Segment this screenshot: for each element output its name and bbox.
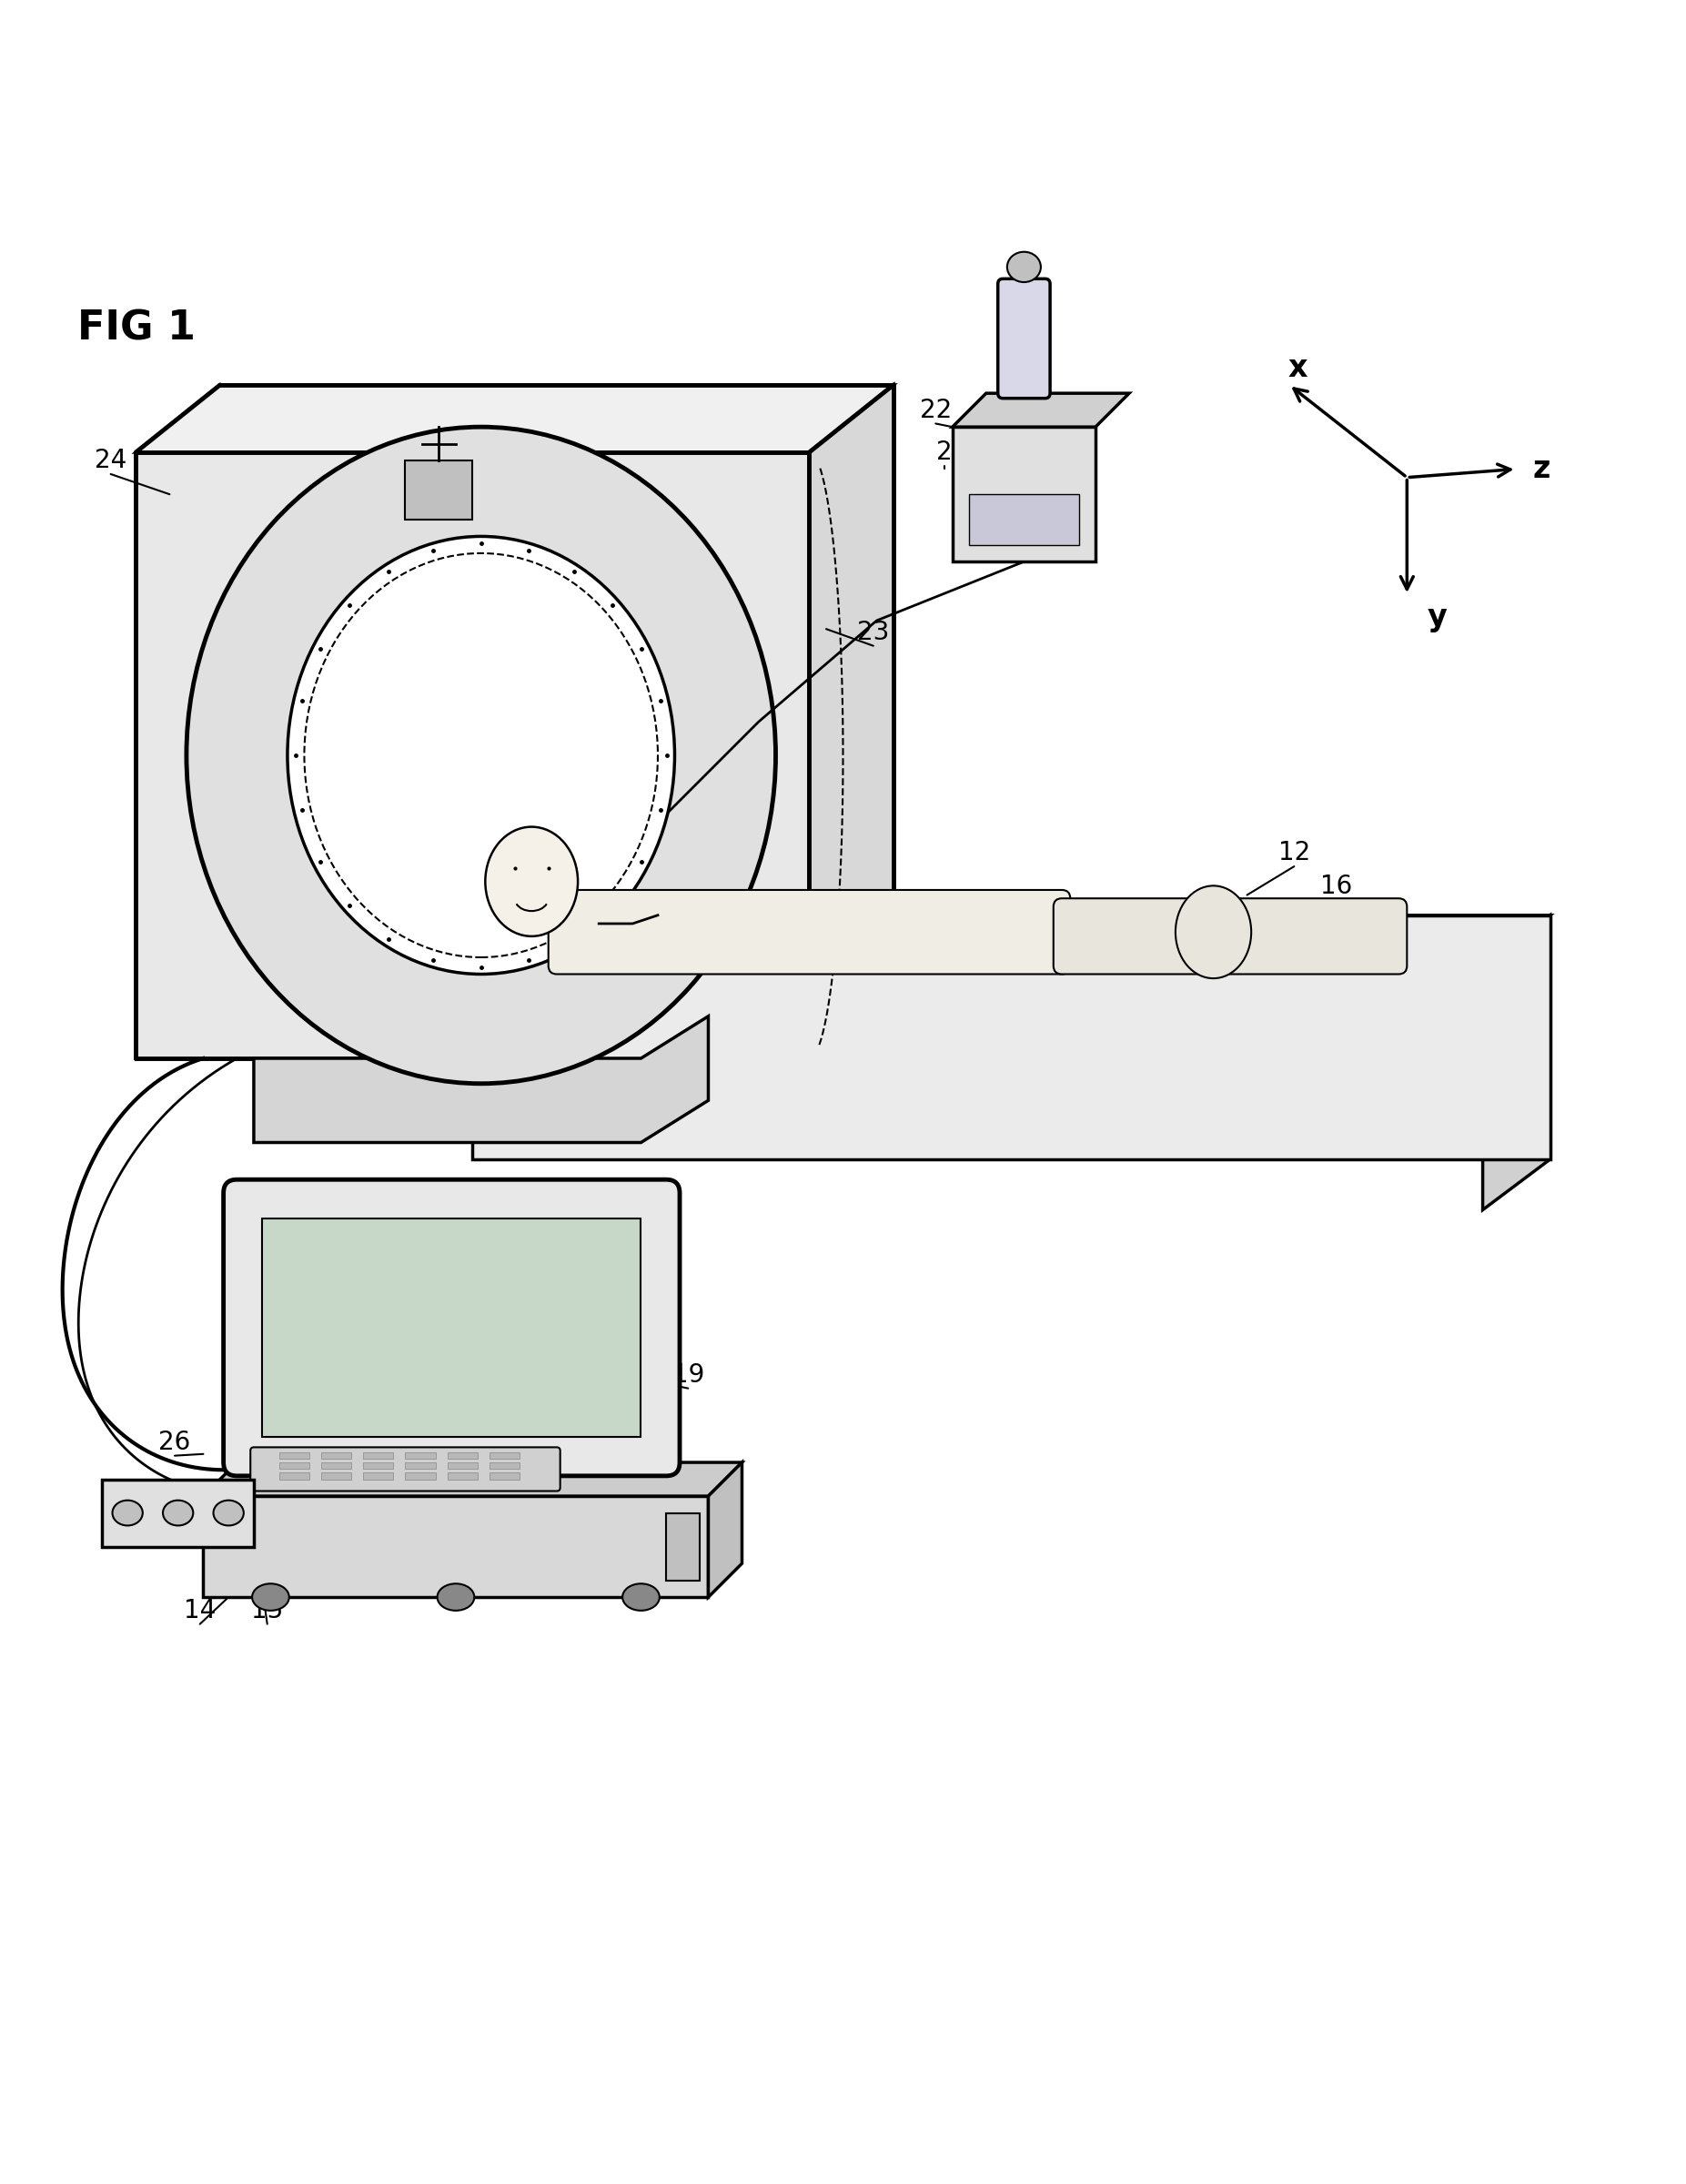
- Text: 18: 18: [622, 1538, 654, 1564]
- Ellipse shape: [622, 1583, 659, 1610]
- Polygon shape: [809, 384, 894, 1059]
- Text: 24: 24: [94, 448, 126, 474]
- Text: 15: 15: [251, 1599, 283, 1623]
- FancyBboxPatch shape: [280, 1452, 309, 1459]
- FancyBboxPatch shape: [447, 1472, 477, 1479]
- Text: 16: 16: [1320, 874, 1352, 900]
- FancyBboxPatch shape: [251, 1448, 560, 1492]
- FancyBboxPatch shape: [224, 1179, 679, 1476]
- Text: 19: 19: [673, 1363, 705, 1387]
- Polygon shape: [1482, 915, 1549, 1210]
- FancyBboxPatch shape: [280, 1472, 309, 1479]
- FancyBboxPatch shape: [320, 1472, 351, 1479]
- Ellipse shape: [187, 426, 776, 1083]
- FancyBboxPatch shape: [447, 1452, 477, 1459]
- FancyBboxPatch shape: [489, 1472, 519, 1479]
- Text: 4: 4: [378, 919, 393, 946]
- FancyBboxPatch shape: [405, 1472, 435, 1479]
- Polygon shape: [472, 915, 1549, 1160]
- FancyBboxPatch shape: [489, 1452, 519, 1459]
- FancyBboxPatch shape: [405, 461, 472, 520]
- Polygon shape: [438, 915, 1549, 965]
- Polygon shape: [204, 1463, 742, 1496]
- Ellipse shape: [486, 828, 578, 937]
- FancyBboxPatch shape: [447, 1463, 477, 1470]
- Text: 12: 12: [1278, 841, 1310, 865]
- FancyBboxPatch shape: [998, 280, 1050, 397]
- Text: 17: 17: [234, 756, 266, 782]
- FancyBboxPatch shape: [548, 889, 1071, 974]
- Text: 13: 13: [116, 1514, 148, 1540]
- FancyBboxPatch shape: [405, 1463, 435, 1470]
- Ellipse shape: [287, 537, 674, 974]
- Text: FIG 1: FIG 1: [78, 310, 196, 347]
- FancyBboxPatch shape: [362, 1452, 393, 1459]
- Polygon shape: [953, 393, 1130, 426]
- Ellipse shape: [437, 1583, 474, 1610]
- FancyBboxPatch shape: [953, 426, 1096, 561]
- Ellipse shape: [214, 1500, 244, 1527]
- Text: 5: 5: [595, 644, 612, 670]
- FancyBboxPatch shape: [320, 1463, 351, 1470]
- FancyBboxPatch shape: [320, 1452, 351, 1459]
- Text: 2: 2: [936, 439, 953, 465]
- Text: 21: 21: [991, 452, 1023, 478]
- Text: 25: 25: [639, 1481, 671, 1505]
- FancyBboxPatch shape: [362, 1472, 393, 1479]
- Ellipse shape: [253, 1583, 288, 1610]
- FancyBboxPatch shape: [280, 1463, 309, 1470]
- FancyBboxPatch shape: [489, 1463, 519, 1470]
- Polygon shape: [255, 1016, 708, 1142]
- FancyBboxPatch shape: [362, 1463, 393, 1470]
- Ellipse shape: [1175, 887, 1251, 978]
- FancyBboxPatch shape: [263, 1219, 641, 1437]
- Polygon shape: [708, 1463, 742, 1597]
- Ellipse shape: [164, 1500, 194, 1527]
- Text: 1: 1: [636, 673, 652, 697]
- Text: z: z: [1533, 454, 1551, 485]
- FancyBboxPatch shape: [1054, 898, 1406, 974]
- Text: 26: 26: [158, 1431, 191, 1455]
- Text: 20: 20: [1042, 507, 1074, 533]
- Text: 10: 10: [595, 620, 627, 644]
- FancyBboxPatch shape: [666, 1514, 700, 1581]
- Ellipse shape: [113, 1500, 143, 1527]
- Ellipse shape: [1007, 251, 1040, 282]
- FancyBboxPatch shape: [405, 1452, 435, 1459]
- Text: 22: 22: [919, 397, 951, 424]
- Polygon shape: [137, 384, 894, 452]
- FancyBboxPatch shape: [204, 1496, 708, 1597]
- Text: 3: 3: [629, 594, 646, 620]
- Text: y: y: [1428, 603, 1447, 631]
- Text: 23: 23: [856, 620, 890, 644]
- FancyBboxPatch shape: [103, 1479, 255, 1546]
- Text: 14: 14: [184, 1599, 216, 1623]
- Polygon shape: [137, 452, 809, 1059]
- FancyBboxPatch shape: [969, 494, 1079, 544]
- Text: x: x: [1288, 354, 1307, 382]
